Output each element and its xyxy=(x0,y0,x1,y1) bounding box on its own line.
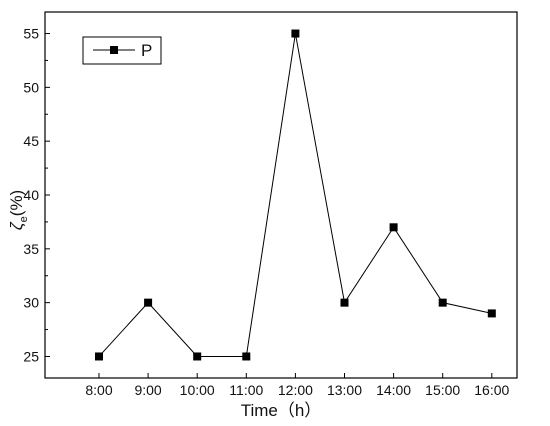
x-tick-label: 11:00 xyxy=(229,382,263,398)
plot-frame xyxy=(44,11,518,379)
data-point xyxy=(438,298,447,307)
svg-text:ζe(%): ζe(%) xyxy=(7,190,30,230)
data-point xyxy=(389,223,398,232)
y-tick-label: 45 xyxy=(23,133,39,149)
data-point xyxy=(95,352,103,361)
x-axis-ticks: 8:00 9:00 10:00 11:00 12:00 13:00 14:00 15:00 16… xyxy=(85,373,510,398)
data-point xyxy=(291,29,300,38)
data-point xyxy=(242,352,251,361)
x-tick-label: 16:00 xyxy=(474,382,509,398)
y-tick-label: 35 xyxy=(23,241,39,257)
y-tick-label: 40 xyxy=(23,187,39,203)
y-tick-label: 25 xyxy=(23,348,39,364)
y-tick-label: 50 xyxy=(23,79,39,95)
data-point xyxy=(144,298,153,307)
legend: P xyxy=(82,36,162,65)
x-axis-title: Time（h） xyxy=(241,401,322,420)
y-tick-label: 30 xyxy=(23,295,39,311)
y-tick-label: 55 xyxy=(23,26,39,42)
series-group xyxy=(95,29,496,361)
x-tick-label: 12:00 xyxy=(278,382,313,398)
x-tick-label: 9:00 xyxy=(134,382,161,398)
x-tick-label: 14:00 xyxy=(376,382,411,398)
y-axis-title: ζe(%) xyxy=(7,190,30,230)
y-axis-title-symbol: ζ xyxy=(7,221,26,230)
x-tick-label: 13:00 xyxy=(327,382,362,398)
data-point xyxy=(340,298,349,307)
legend-label: P xyxy=(141,41,152,60)
y-axis-title-subscript: e xyxy=(18,216,30,222)
x-tick-label: 10:00 xyxy=(180,382,215,398)
data-point xyxy=(193,352,202,361)
y-axis-title-unit: (%) xyxy=(7,190,26,216)
legend-marker xyxy=(110,46,118,54)
x-tick-label: 8:00 xyxy=(85,382,112,398)
x-tick-label: 15:00 xyxy=(425,382,460,398)
data-point xyxy=(487,309,496,318)
y-axis-ticks: 25 30 35 40 45 50 55 xyxy=(23,26,50,364)
series-line-P xyxy=(98,33,492,357)
